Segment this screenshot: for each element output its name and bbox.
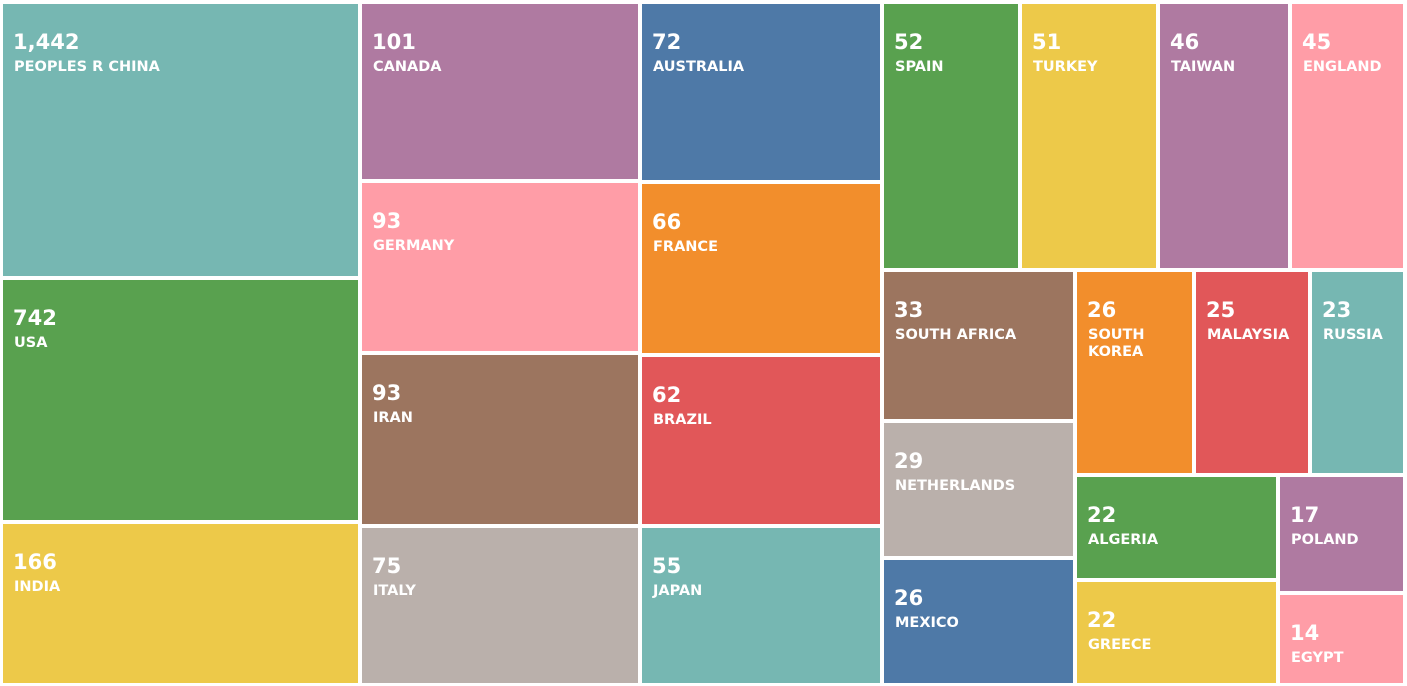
tile-category-label: ALGERIA [1088,532,1159,548]
tile-value-label: 52 [894,30,924,54]
tile-category-label: MALAYSIA [1207,327,1290,343]
treemap-tile-south-africa: 33 SOUTH AFRICA [884,272,1073,419]
tile-category-label: USA [14,335,48,351]
tile-category-label: SOUTH AFRICA [895,327,1017,343]
treemap-tile-greece: 22 GREECE [1077,582,1276,683]
tile-category-label: ITALY [373,583,416,599]
tile-category-label: NETHERLANDS [895,478,1016,494]
treemap-tile-japan: 55 JAPAN [642,528,880,683]
treemap-tile-russia: 23 RUSSIA [1312,272,1403,473]
treemap-tile-italy: 75 ITALY [362,528,638,683]
treemap-tile-australia: 72 AUSTRALIA [642,4,880,180]
tile-category-label: POLAND [1291,532,1359,548]
treemap-tile-south-korea: 26 SOUTH KOREA [1077,272,1192,473]
tile-value-label: 22 [1087,608,1117,632]
tile-value-label: 23 [1322,298,1352,322]
tile-value-label: 66 [652,210,682,234]
tile-value-label: 93 [372,209,402,233]
tile-category-label: RUSSIA [1323,327,1383,343]
tile-value-label: 62 [652,383,682,407]
tile-value-label: 22 [1087,503,1117,527]
treemap-tile-india: 166 INDIA [3,524,358,683]
tile-value-label: 101 [372,30,416,54]
tile-value-label: 26 [1087,298,1117,322]
tile-value-label: 14 [1290,621,1320,645]
treemap-tile-germany: 93 GERMANY [362,183,638,351]
treemap-tile-malaysia: 25 MALAYSIA [1196,272,1308,473]
treemap-tile-peoples-r-china: 1,442 PEOPLES R CHINA [3,4,358,276]
treemap-tile-taiwan: 46 TAIWAN [1160,4,1288,268]
tile-category-label: MEXICO [895,615,959,631]
tile-category-label: JAPAN [653,583,703,599]
treemap-tile-canada: 101 CANADA [362,4,638,179]
tile-value-label: 17 [1290,503,1320,527]
tile-category-label: BRAZIL [653,412,712,428]
tile-category-label: FRANCE [653,239,718,255]
tile-value-label: 51 [1032,30,1062,54]
treemap-tile-turkey: 51 TURKEY [1022,4,1156,268]
tile-category-label: SOUTH KOREA [1088,327,1145,360]
tile-value-label: 33 [894,298,924,322]
tile-category-label: TURKEY [1033,59,1098,75]
tile-value-label: 1,442 [13,30,80,54]
treemap-tile-algeria: 22 ALGERIA [1077,477,1276,578]
tile-value-label: 75 [372,554,402,578]
tile-category-label: GREECE [1088,637,1152,653]
tile-category-label: EGYPT [1291,650,1344,666]
treemap-tile-spain: 52 SPAIN [884,4,1018,268]
tile-category-label: PEOPLES R CHINA [14,59,160,75]
tile-category-label: IRAN [373,410,413,426]
treemap-tile-poland: 17 POLAND [1280,477,1403,591]
tile-value-label: 46 [1170,30,1200,54]
tile-value-label: 45 [1302,30,1332,54]
treemap-tile-france: 66 FRANCE [642,184,880,353]
tile-value-label: 29 [894,449,924,473]
tile-category-label: CANADA [373,59,442,75]
treemap-tile-england: 45 ENGLAND [1292,4,1403,268]
treemap-tile-mexico: 26 MEXICO [884,560,1073,683]
tile-category-label: INDIA [14,579,61,595]
tile-category-label: ENGLAND [1303,59,1382,75]
treemap-tile-egypt: 14 EGYPT [1280,595,1403,683]
treemap-tile-iran: 93 IRAN [362,355,638,524]
tile-value-label: 72 [652,30,682,54]
tile-category-label: TAIWAN [1171,59,1236,75]
tile-value-label: 742 [13,306,57,330]
tile-value-label: 93 [372,381,402,405]
treemap-tile-brazil: 62 BRAZIL [642,357,880,524]
tile-category-label: SPAIN [895,59,944,75]
tile-category-label: GERMANY [373,238,455,254]
tile-value-label: 25 [1206,298,1236,322]
tile-value-label: 55 [652,554,682,578]
tile-value-label: 26 [894,586,924,610]
treemap-tile-usa: 742 USA [3,280,358,520]
tile-category-label: AUSTRALIA [653,59,745,75]
tile-value-label: 166 [13,550,57,574]
treemap-tile-netherlands: 29 NETHERLANDS [884,423,1073,556]
